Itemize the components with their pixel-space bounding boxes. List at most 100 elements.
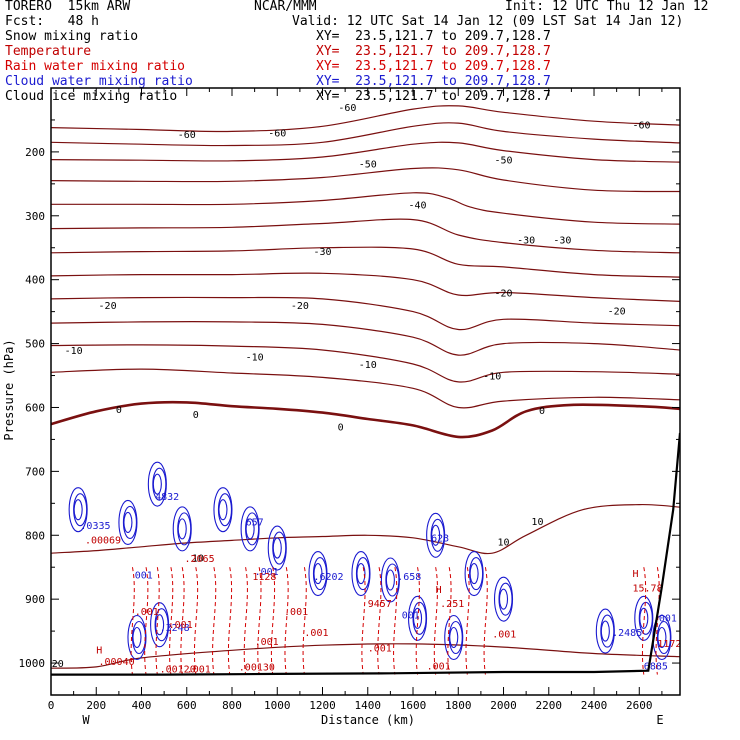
xsec-5: XY= 23.5,121.7 to 209.7,128.7 xyxy=(316,89,551,104)
temperature-contour xyxy=(51,192,680,225)
cloud-water-contour xyxy=(356,563,366,585)
cloud-water-label: .3248 xyxy=(160,623,190,634)
cloud-water-contour xyxy=(600,620,610,642)
rain-water-label: .001 xyxy=(284,607,308,618)
cloud-water-label: .2485 xyxy=(612,628,642,639)
x-tick-label: 2600 xyxy=(626,699,653,712)
rain-water-label: 15.78 xyxy=(632,583,662,594)
valid-label: Valid: 12 UTC Sat 14 Jan 12 (09 LST Sat … xyxy=(292,14,684,29)
org-label: NCAR/MMM xyxy=(254,0,317,14)
y-tick-label: 900 xyxy=(25,593,45,606)
rain-contour xyxy=(270,567,276,675)
rain-water-label: H xyxy=(436,585,442,596)
rain-contour xyxy=(243,567,248,675)
cloud-water-contour xyxy=(123,511,133,534)
cloud-water-contour xyxy=(177,512,192,546)
cloud-water-contour xyxy=(122,505,137,540)
x-tick-label: 1800 xyxy=(445,699,472,712)
temperature-contour-label: 0 xyxy=(116,405,122,416)
xsec-2: XY= 23.5,121.7 to 209.7,128.7 xyxy=(316,44,551,59)
field-5: Cloud ice mixing ratio xyxy=(5,89,178,104)
temperature-contour-label: -20 xyxy=(494,288,512,299)
x-tick-label: 2000 xyxy=(490,699,517,712)
rain-contour xyxy=(447,567,452,675)
temperature-contour-label: -20 xyxy=(99,301,117,312)
cloud-water-label: 4832 xyxy=(155,492,179,503)
x-tick-label: 1400 xyxy=(355,699,382,712)
y-tick-label: 300 xyxy=(25,210,45,223)
temperature-contour-label: -50 xyxy=(359,159,377,170)
temperature-contour-label: 0 xyxy=(193,410,199,421)
temperature-contour xyxy=(51,320,680,356)
temperature-contour xyxy=(51,167,680,193)
cloud-water-contour xyxy=(355,557,371,591)
y-tick-label: 500 xyxy=(25,338,45,351)
x-tick-label: 2200 xyxy=(536,699,563,712)
temperature-contour xyxy=(51,400,680,439)
rain-contour xyxy=(227,567,233,675)
cloud-water-contour xyxy=(498,582,513,616)
rain-water-label: .00130 xyxy=(239,663,275,674)
rain-contour xyxy=(144,567,149,675)
cloud-water-contour xyxy=(639,607,649,629)
rain-contour xyxy=(483,567,488,675)
temperature-contour xyxy=(51,503,680,555)
cloud-water-label: .001 xyxy=(255,567,279,578)
cloud-water-contour xyxy=(431,524,441,546)
cloud-water-label: .001 xyxy=(653,614,677,625)
cloud-water-contour xyxy=(449,626,459,649)
west-label: W xyxy=(82,713,90,727)
y-tick-label: 1000 xyxy=(19,657,46,670)
xsec-4: XY= 23.5,121.7 to 209.7,128.7 xyxy=(316,74,551,89)
plot-frame xyxy=(50,87,681,696)
rain-contour xyxy=(465,567,470,675)
cloud-water-contour xyxy=(657,626,667,649)
cloud-water-label: 001 xyxy=(135,571,153,582)
field-1: Snow mixing ratio xyxy=(5,29,139,44)
terrain-line xyxy=(51,432,680,676)
x-tick-label: 600 xyxy=(177,699,197,712)
temperature-contour-label: 0 xyxy=(338,423,344,434)
cloud-water-label: 623 xyxy=(431,534,449,545)
temperature-contour xyxy=(51,218,680,254)
rain-contour xyxy=(433,567,438,675)
rain-water-label: 1128 xyxy=(252,572,276,583)
cloud-water-contour xyxy=(155,614,165,636)
rain-contour xyxy=(193,567,199,675)
east-label: E xyxy=(656,713,663,727)
rain-water-label: .001 xyxy=(427,661,451,672)
cloud-water-contour xyxy=(498,588,509,610)
temperature-contour-label: -40 xyxy=(409,200,427,211)
rain-water-label: .001 xyxy=(304,628,328,639)
y-tick-label: 700 xyxy=(25,465,45,478)
temperature-contour-label: -10 xyxy=(483,372,501,383)
temperature-contour-label: -60 xyxy=(338,103,356,114)
rain-contour xyxy=(155,567,160,675)
rain-water-label: .2065 xyxy=(184,554,214,565)
temperature-contour xyxy=(51,643,680,669)
temperature-contour xyxy=(51,272,680,302)
temperature-contour xyxy=(51,368,680,409)
rain-water-label: .00120 xyxy=(160,665,196,676)
x-tick-label: 0 xyxy=(48,699,55,712)
temperature-contour-label: -50 xyxy=(494,156,512,167)
rain-contour xyxy=(169,567,174,675)
rain-water-label: .001 xyxy=(368,644,392,655)
temperature-contour xyxy=(51,246,680,278)
x-tick-label: 1200 xyxy=(309,699,336,712)
rain-water-label: H xyxy=(96,645,102,656)
rain-water-label: .001 xyxy=(255,637,279,648)
cloud-water-contour xyxy=(448,620,463,655)
temperature-contour xyxy=(51,296,680,331)
temperature-contour-label: -60 xyxy=(268,129,286,140)
rain-water-label: .001 xyxy=(187,665,211,676)
cloud-water-contour xyxy=(218,499,228,521)
cloud-water-contour xyxy=(272,531,287,565)
model-label: TORERO 15km ARW xyxy=(5,0,131,14)
temperature-contour-label: -10 xyxy=(359,360,377,371)
rain-water-label: .001 xyxy=(169,620,193,631)
rain-contour xyxy=(284,567,289,675)
y-axis-label: Pressure (hPa) xyxy=(2,339,16,440)
cloud-water-contour xyxy=(131,620,147,655)
xsec-1: XY= 23.5,121.7 to 209.7,128.7 xyxy=(316,29,551,44)
